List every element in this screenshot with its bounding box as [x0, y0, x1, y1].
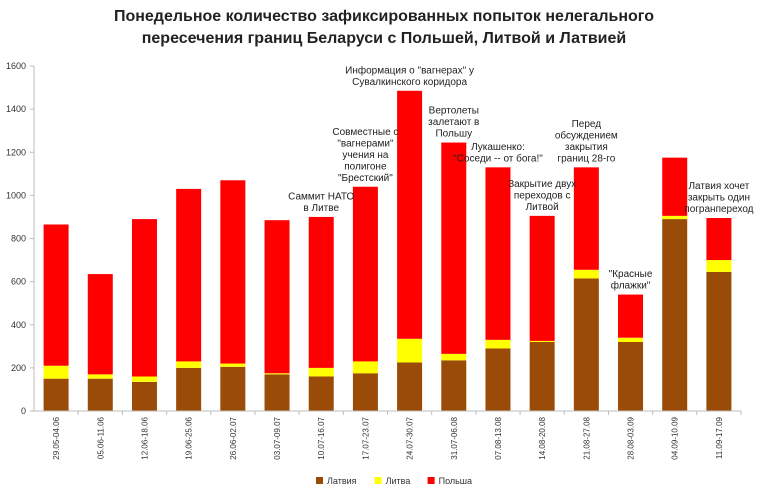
bar-segment	[87, 274, 113, 375]
bar-segment	[87, 374, 113, 379]
bar-segment	[573, 278, 599, 411]
bar-segment	[397, 90, 423, 339]
bar-segment	[352, 186, 378, 362]
x-tick-label: 03.07-09.07	[273, 416, 282, 459]
bar-segment	[485, 339, 511, 349]
legend-swatch	[427, 477, 435, 484]
bar-segment	[176, 361, 202, 368]
bar-segment	[706, 271, 732, 411]
bar-segment	[352, 361, 378, 374]
bar-segment	[529, 340, 555, 342]
bar-segment	[618, 342, 644, 411]
bar-segment	[308, 216, 334, 368]
chart-title-line1: Понедельное количество зафиксированных п…	[113, 8, 655, 25]
y-tick-label: 200	[11, 363, 26, 373]
x-tick-label: 26.06-02.07	[229, 416, 238, 459]
y-tick-label: 600	[11, 277, 26, 287]
y-tick-label: 0	[21, 406, 26, 416]
y-tick-label: 1000	[6, 190, 26, 200]
x-tick-label: 17.07-23.07	[361, 416, 370, 459]
bar-segment	[662, 215, 688, 220]
bar-segment	[308, 376, 334, 411]
bar-segment	[485, 348, 511, 411]
x-tick-label: 14.08-20.08	[538, 416, 547, 459]
bar-segment	[441, 360, 467, 411]
annotation-label: "Красные флажки"	[609, 269, 653, 292]
annotation-label: Саммит НАТО в Литве	[288, 191, 354, 214]
annotation-label: Вертолеты залетают в Польшу	[428, 106, 479, 140]
bar-segment	[352, 373, 378, 411]
annotation-label: Совместные с "вагнерами" учения на полигоне…	[332, 127, 398, 184]
bar-segment	[131, 381, 157, 411]
bar-segment	[308, 367, 334, 377]
legend-label: Литва	[386, 476, 411, 486]
x-tick-label: 04.09-10.09	[671, 416, 680, 459]
bar-segment	[176, 188, 202, 362]
bar-segment	[397, 362, 423, 411]
legend-swatch	[316, 477, 323, 484]
bar-segment	[706, 218, 732, 261]
legend-label: Латвия	[327, 476, 357, 486]
bar-segment	[176, 367, 202, 411]
x-tick-label: 05.06-11.06	[96, 416, 105, 459]
bar-segment	[131, 219, 157, 377]
x-tick-label: 07.08-13.08	[494, 416, 503, 459]
annotation-label: Перед обсуждением закрытия границ 28-го	[555, 119, 618, 165]
annotation-label: Информация о "вагнерах" у Сувалкинского к…	[345, 64, 474, 88]
bar-segment	[485, 167, 511, 340]
bar-segment	[220, 366, 246, 411]
chart-title-line2: пересечения границ Беларуси с Польшей, Л…	[141, 30, 627, 47]
x-tick-label: 19.06-25.06	[185, 416, 194, 459]
annotation-label: Закрытие двух переходов с Литвой	[508, 179, 576, 213]
y-tick-label: 1600	[6, 61, 26, 71]
bar-segment	[441, 142, 467, 354]
x-tick-label: 24.07-30.07	[406, 416, 415, 459]
bar-segment	[529, 215, 555, 341]
legend-swatch	[374, 477, 382, 484]
bar-segment	[87, 378, 113, 411]
bar-segment	[264, 373, 290, 375]
x-tick-label: 11.09-17.09	[715, 416, 724, 459]
annotation-label: Латвия хочет закрыть один погранпереход	[684, 181, 753, 215]
bar-segment	[529, 342, 555, 411]
bar-segment	[441, 353, 467, 361]
x-tick-label: 31.07-06.08	[450, 416, 459, 459]
y-tick-label: 400	[11, 320, 26, 330]
x-tick-label: 12.06-18.06	[140, 416, 149, 459]
bar-segment	[220, 363, 246, 367]
bar-segment	[264, 374, 290, 411]
bar-segment	[43, 378, 69, 411]
bar-segment	[43, 365, 69, 379]
y-tick-label: 1400	[6, 104, 26, 114]
bar-segment	[618, 337, 644, 342]
y-tick-label: 1200	[6, 147, 26, 157]
bar-segment	[706, 260, 732, 272]
bar-segment	[220, 180, 246, 364]
x-tick-label: 28.08-03.09	[627, 416, 636, 459]
bar-segment	[264, 220, 290, 374]
legend-label: Польша	[439, 476, 472, 486]
x-tick-label: 21.08-27.08	[582, 416, 591, 459]
bar-segment	[131, 376, 157, 382]
y-tick-label: 800	[11, 234, 26, 244]
bar-segment	[662, 219, 688, 411]
annotation-label: Лукашенко: "Соседи -- от бога!"	[453, 142, 543, 165]
bar-segment	[618, 294, 644, 338]
x-tick-label: 29.05-04.06	[52, 416, 61, 459]
bar-segment	[573, 269, 599, 279]
bar-segment	[397, 338, 423, 363]
bar-segment	[43, 224, 69, 366]
x-tick-label: 10.07-16.07	[317, 416, 326, 459]
bar-segment	[662, 157, 688, 216]
bar-segment	[573, 167, 599, 270]
